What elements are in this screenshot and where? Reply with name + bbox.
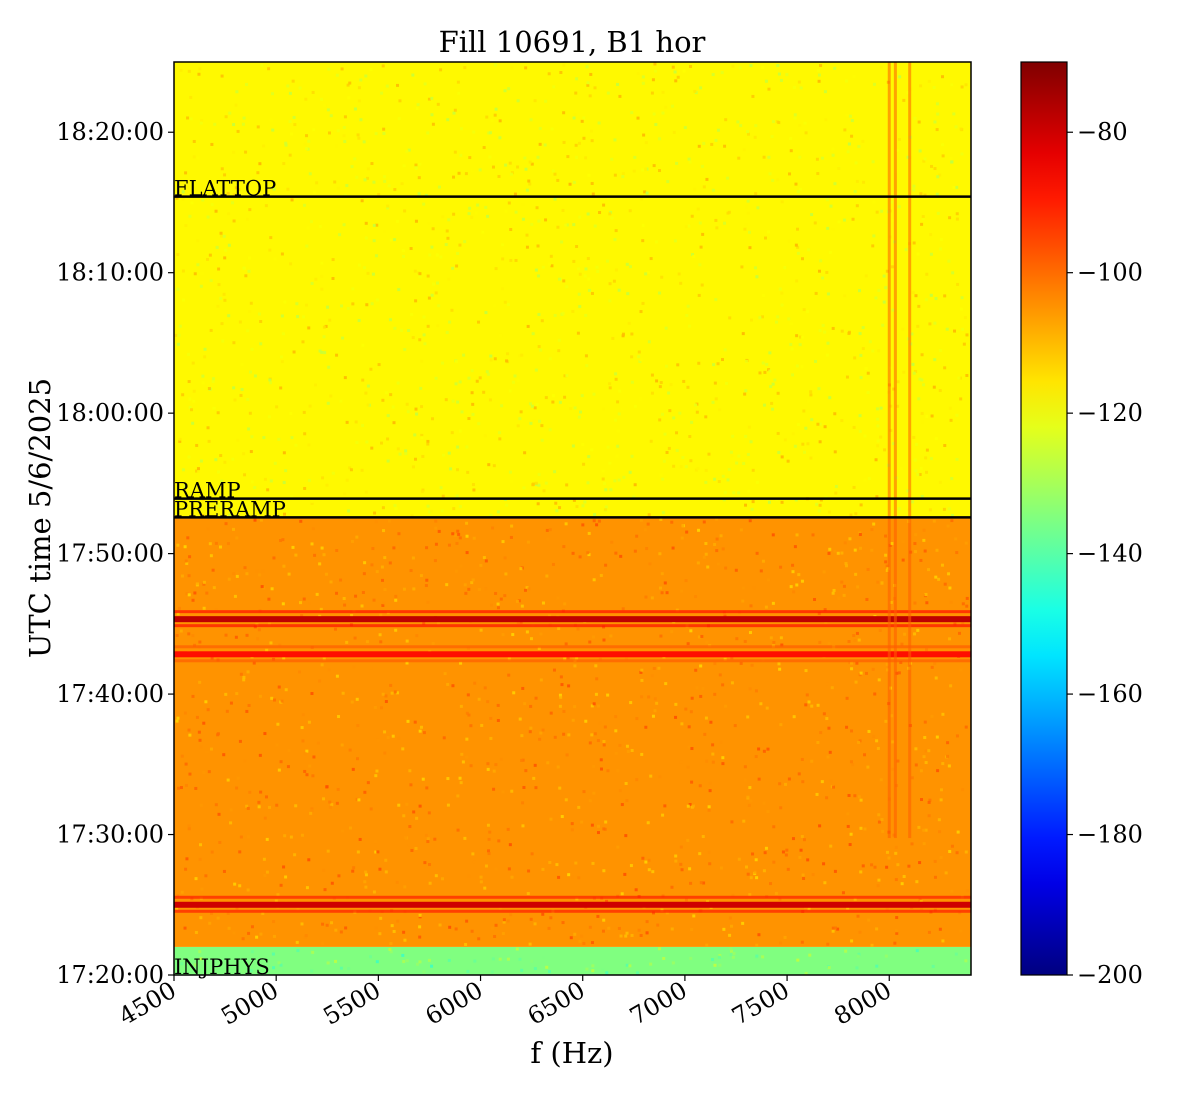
spectral-band [174,616,971,623]
y-tick-label: 18:10:00 [56,259,164,287]
colorbar-tick-label: −120 [1077,399,1143,427]
colorbar-gradient [1020,61,1068,976]
spectral-band [174,651,971,658]
spectral-line [893,62,897,839]
x-tick-label: 6500 [523,976,590,1031]
x-tick-label: 5000 [216,976,283,1031]
x-tick-label: 7500 [727,976,794,1031]
colorbar-tick-label: −160 [1077,680,1143,708]
y-tick-label: 18:20:00 [56,118,164,146]
spectral-band [174,901,971,908]
spectral-line [887,62,891,839]
heatmap-region [174,62,971,518]
colorbar-tick-label: −80 [1077,118,1128,146]
event-label: RAMP [174,479,241,503]
y-tick-label: 17:50:00 [56,540,164,568]
heatmap-area [174,62,971,975]
y-tick-label: 18:00:00 [56,399,164,427]
spectral-line [908,62,912,839]
colorbar-tick-label: −180 [1077,821,1143,849]
colorbar-tick-label: −100 [1077,259,1143,287]
chart-title: Fill 10691, B1 hor [439,25,706,59]
x-tick-label: 6000 [421,976,488,1031]
y-tick-label: 17:40:00 [56,680,164,708]
colorbar-tick-label: −140 [1077,540,1143,568]
y-axis-label: UTC time 5/6/2025 [23,378,57,658]
x-tick-label: 8000 [829,976,896,1031]
colorbar: −80 −100 −120 −140 −160 −180 −200 [1020,61,1143,989]
event-label: FLATTOP [174,177,276,201]
event-label: PRERAMP [174,497,286,521]
plot-frame [173,61,972,976]
x-tick-label: 7000 [625,976,692,1031]
y-tick-label: 17:20:00 [56,961,164,989]
x-axis: 4500 5000 5500 6000 6500 7000 7500 8000 [114,975,896,1031]
y-axis: 17:20:00 17:30:00 17:40:00 17:50:00 18:00:00… [56,118,174,989]
x-axis-label: f (Hz) [530,1036,613,1070]
y-tick-label: 17:30:00 [56,821,164,849]
x-tick-label: 5500 [318,976,385,1031]
colorbar-tick-label: −200 [1077,961,1143,989]
heatmap-region [174,946,971,975]
